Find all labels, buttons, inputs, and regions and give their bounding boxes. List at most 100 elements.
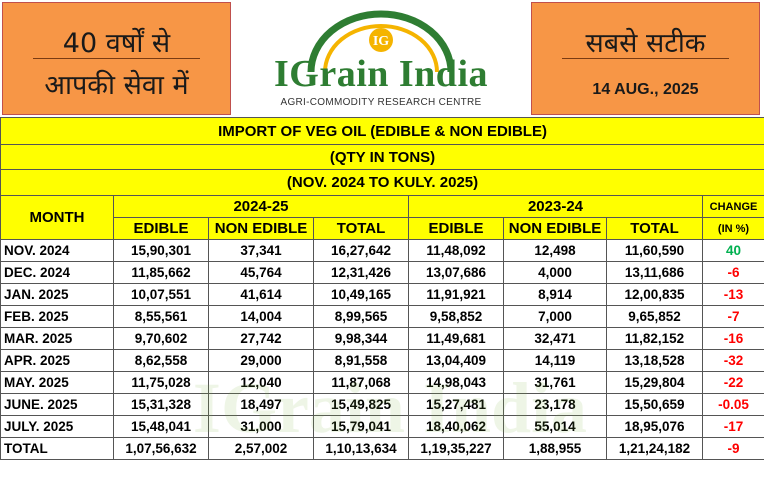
total-2023-24-cell: 11,60,590	[606, 239, 703, 262]
change-header: CHANGE	[701, 195, 764, 218]
total-2024-25-cell: 15,49,825	[313, 393, 409, 416]
change-cell: -32	[701, 349, 764, 372]
edible-2024-25-cell: 11,75,028	[113, 371, 209, 394]
tagline-right: सबसे सटीक	[585, 28, 706, 59]
total-2024-25-cell: 1,10,13,634	[313, 437, 409, 460]
edible-2023-24-cell: 15,27,481	[408, 393, 504, 416]
total-2023-24-cell: 13,18,528	[606, 349, 703, 372]
table-row: JAN. 2025 10,07,551 41,614 10,49,165 11,91,9…	[0, 283, 764, 306]
month-cell: MAR. 2025	[0, 327, 114, 350]
non-edible-2023-24-cell: 32,471	[503, 327, 607, 350]
non-edible-2024-25-cell: 2,57,002	[208, 437, 314, 460]
logo-title: IGrain India	[273, 53, 489, 95]
total-2023-24-cell: 15,29,804	[606, 371, 703, 394]
non-edible-2024-25-cell: 14,004	[208, 305, 314, 328]
total-2023-24-cell: 11,82,152	[606, 327, 703, 350]
col-non-edible-a: NON EDIBLE	[208, 217, 314, 240]
edible-2023-24-cell: 11,49,681	[408, 327, 504, 350]
total-2023-24-cell: 18,95,076	[606, 415, 703, 438]
total-2024-25-cell: 9,98,344	[313, 327, 409, 350]
col-non-edible-b: NON EDIBLE	[503, 217, 607, 240]
report-date: 14 AUG., 2025	[592, 81, 699, 98]
month-cell: JULY. 2025	[0, 415, 114, 438]
edible-2024-25-cell: 10,07,551	[113, 283, 209, 306]
table-row: TOTAL 1,07,56,632 2,57,002 1,10,13,634 1,19,…	[0, 437, 764, 460]
non-edible-2023-24-cell: 1,88,955	[503, 437, 607, 460]
month-cell: JAN. 2025	[0, 283, 114, 306]
tagline-line1: 40 वर्षों से	[62, 28, 171, 59]
edible-2023-24-cell: 13,07,686	[408, 261, 504, 284]
col-edible-b: EDIBLE	[408, 217, 504, 240]
header-row-1: MONTH 2024-25 2023-24 CHANGE	[0, 195, 764, 240]
divider	[562, 58, 729, 59]
col-total-a: TOTAL	[313, 217, 409, 240]
non-edible-2023-24-cell: 8,914	[503, 283, 607, 306]
table-subtitle-row: (QTY IN TONS)	[0, 144, 764, 170]
col-month-header: MONTH	[0, 195, 114, 240]
table-body: NOV. 2024 15,90,301 37,341 16,27,642 11,48,0…	[0, 239, 764, 460]
period-b-header: 2023-24	[408, 195, 703, 218]
total-2023-24-cell: 13,11,686	[606, 261, 703, 284]
non-edible-2024-25-cell: 45,764	[208, 261, 314, 284]
logo-emblem-icon: IG	[307, 10, 455, 73]
total-2024-25-cell: 15,79,041	[313, 415, 409, 438]
table-period-row: (NOV. 2024 TO KULY. 2025)	[0, 169, 764, 196]
logo: IG IGrain India AGRI-COMMODITY RESEARCH …	[233, 2, 529, 115]
import-table: IMPORT OF VEG OIL (EDIBLE & NON EDIBLE) …	[0, 117, 764, 460]
edible-2024-25-cell: 1,07,56,632	[113, 437, 209, 460]
svg-text:IG: IG	[373, 34, 389, 49]
non-edible-2024-25-cell: 41,614	[208, 283, 314, 306]
edible-2023-24-cell: 1,19,35,227	[408, 437, 504, 460]
change-cell: 40	[701, 239, 764, 262]
month-cell: MAY. 2025	[0, 371, 114, 394]
non-edible-2023-24-cell: 14,119	[503, 349, 607, 372]
total-2023-24-cell: 1,21,24,182	[606, 437, 703, 460]
total-2024-25-cell: 8,91,558	[313, 349, 409, 372]
col-edible-a: EDIBLE	[113, 217, 209, 240]
non-edible-2024-25-cell: 12,040	[208, 371, 314, 394]
change-cell: -22	[701, 371, 764, 394]
month-cell: NOV. 2024	[0, 239, 114, 262]
non-edible-2023-24-cell: 7,000	[503, 305, 607, 328]
table-title: IMPORT OF VEG OIL (EDIBLE & NON EDIBLE)	[0, 117, 764, 145]
header-right-box: सबसे सटीक 14 AUG., 2025	[531, 2, 760, 115]
edible-2024-25-cell: 8,62,558	[113, 349, 209, 372]
month-cell: APR. 2025	[0, 349, 114, 372]
edible-2023-24-cell: 14,98,043	[408, 371, 504, 394]
month-cell: FEB. 2025	[0, 305, 114, 328]
change-cell: -17	[701, 415, 764, 438]
total-2023-24-cell: 15,50,659	[606, 393, 703, 416]
total-2024-25-cell: 8,99,565	[313, 305, 409, 328]
table-row: JULY. 2025 15,48,041 31,000 15,79,041 18,40,…	[0, 415, 764, 438]
non-edible-2024-25-cell: 18,497	[208, 393, 314, 416]
table-row: APR. 2025 8,62,558 29,000 8,91,558 13,04,409…	[0, 349, 764, 372]
change-cell: -16	[701, 327, 764, 350]
change-cell: -6	[701, 261, 764, 284]
total-2023-24-cell: 12,00,835	[606, 283, 703, 306]
table-row: NOV. 2024 15,90,301 37,341 16,27,642 11,48,0…	[0, 239, 764, 262]
table-row: DEC. 2024 11,85,662 45,764 12,31,426 13,07,6…	[0, 261, 764, 284]
total-2024-25-cell: 12,31,426	[313, 261, 409, 284]
non-edible-2023-24-cell: 55,014	[503, 415, 607, 438]
month-cell: TOTAL	[0, 437, 114, 460]
table-row: MAR. 2025 9,70,602 27,742 9,98,344 11,49,681…	[0, 327, 764, 350]
table-period: (NOV. 2024 TO KULY. 2025)	[0, 169, 764, 196]
edible-2024-25-cell: 9,70,602	[113, 327, 209, 350]
total-2023-24-cell: 9,65,852	[606, 305, 703, 328]
table-units: (QTY IN TONS)	[0, 144, 764, 170]
non-edible-2024-25-cell: 31,000	[208, 415, 314, 438]
table-row: JUNE. 2025 15,31,328 18,497 15,49,825 15,27,…	[0, 393, 764, 416]
header-row-2: EDIBLE NON EDIBLE TOTAL EDIBLE NON EDIBL…	[0, 217, 764, 240]
edible-2024-25-cell: 11,85,662	[113, 261, 209, 284]
col-total-b: TOTAL	[606, 217, 703, 240]
logo-subtitle: AGRI-COMMODITY RESEARCH CENTRE	[280, 97, 482, 108]
change-cell: -9	[701, 437, 764, 460]
edible-2023-24-cell: 9,58,852	[408, 305, 504, 328]
non-edible-2024-25-cell: 27,742	[208, 327, 314, 350]
edible-2024-25-cell: 8,55,561	[113, 305, 209, 328]
non-edible-2023-24-cell: 23,178	[503, 393, 607, 416]
total-2024-25-cell: 10,49,165	[313, 283, 409, 306]
edible-2023-24-cell: 11,48,092	[408, 239, 504, 262]
total-2024-25-cell: 16,27,642	[313, 239, 409, 262]
divider	[33, 58, 200, 59]
